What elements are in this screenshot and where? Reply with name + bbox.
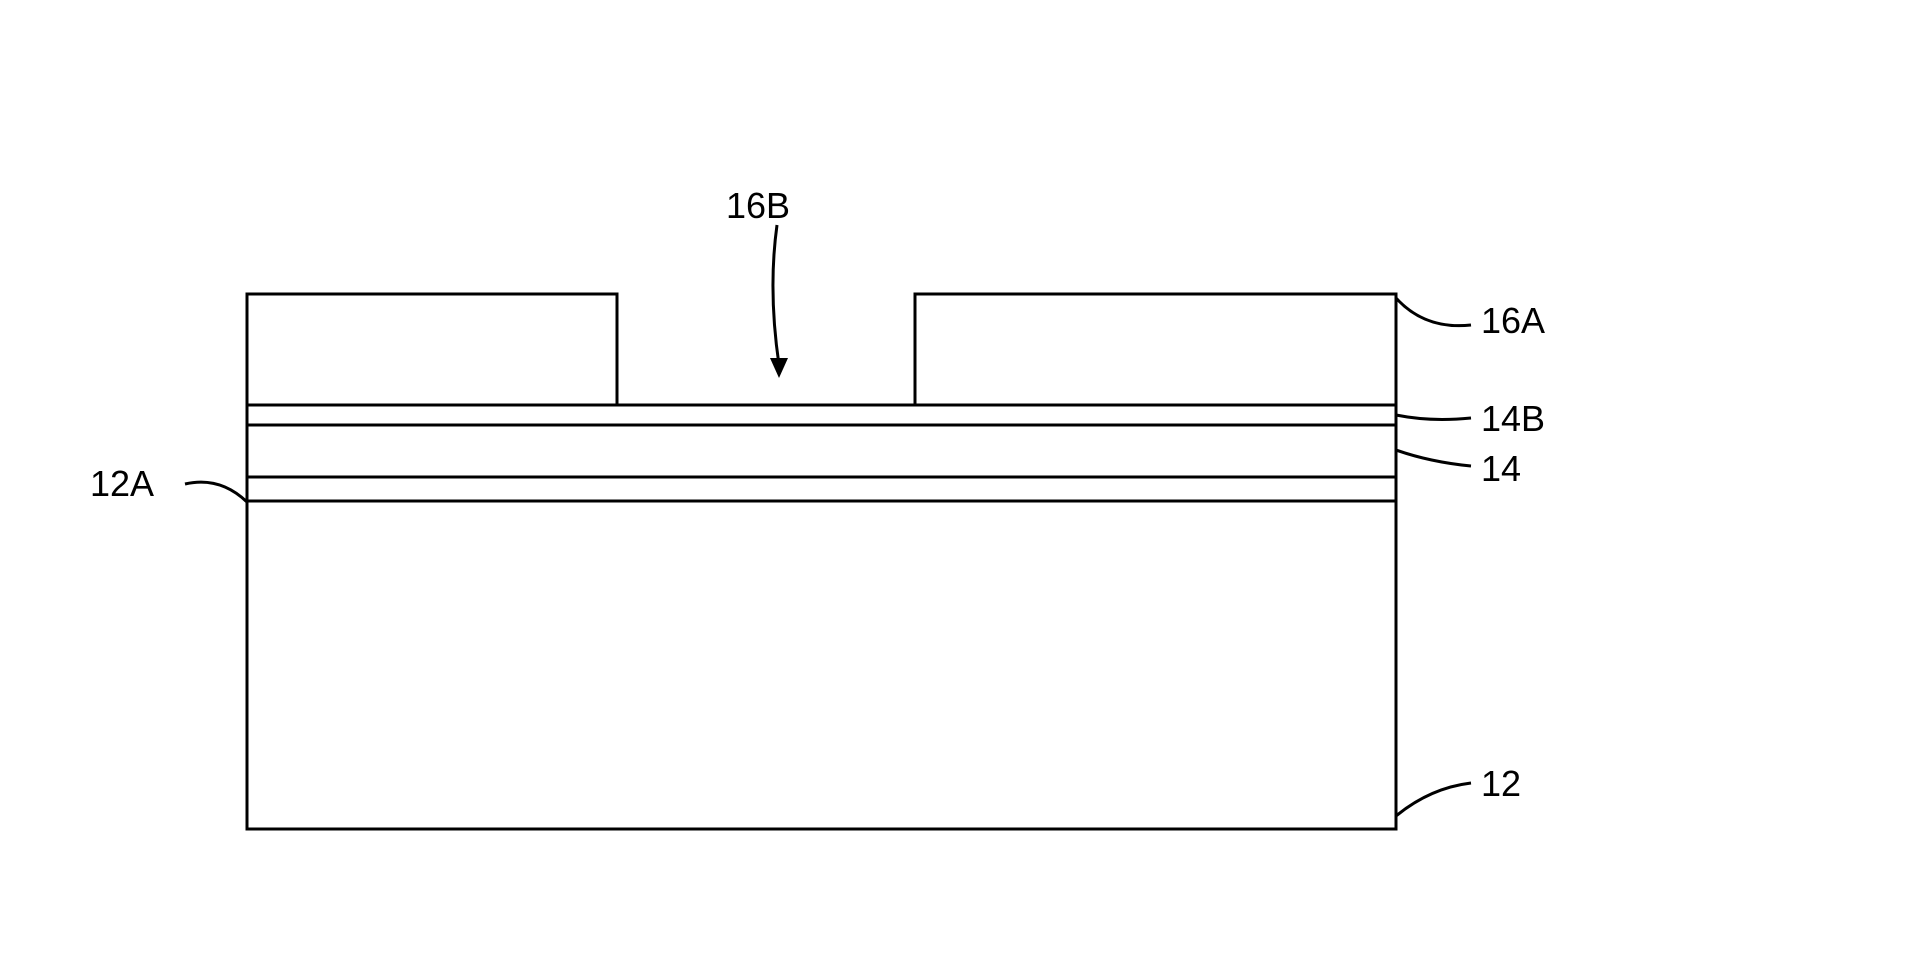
layer-14: [247, 425, 1396, 477]
leader-14: [1396, 450, 1471, 466]
leader-14b: [1396, 415, 1471, 419]
cross-section-diagram: 16B 16A 14B 14 12A 12: [0, 0, 1910, 971]
layer-12a: [247, 477, 1396, 501]
layer-14b: [247, 405, 1396, 425]
diagram-svg: [0, 0, 1910, 971]
label-14b: 14B: [1481, 398, 1545, 440]
label-16b: 16B: [726, 185, 790, 227]
arrowhead-16b: [770, 358, 788, 378]
leader-12a: [185, 482, 247, 502]
label-14: 14: [1481, 448, 1521, 490]
leader-16b: [773, 225, 779, 365]
block-16a-right: [915, 294, 1396, 405]
leader-12: [1396, 783, 1471, 816]
block-16a-left: [247, 294, 617, 405]
label-12a: 12A: [90, 463, 154, 505]
label-16a: 16A: [1481, 300, 1545, 342]
layer-12: [247, 501, 1396, 829]
leader-16a: [1396, 298, 1471, 326]
label-12: 12: [1481, 763, 1521, 805]
